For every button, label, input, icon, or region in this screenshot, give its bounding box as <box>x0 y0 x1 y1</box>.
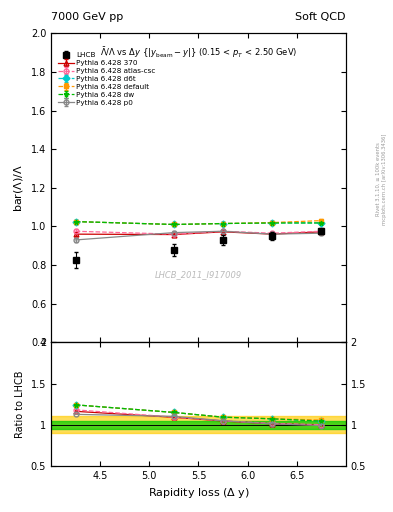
Text: $\bar{\Lambda}/\Lambda$ vs $\Delta y$ {$|y_{\mathrm{beam}}-y|$} (0.15 < $p_T$ < : $\bar{\Lambda}/\Lambda$ vs $\Delta y$ {$… <box>100 46 297 60</box>
Bar <box>51 420 346 429</box>
Text: mcplots.cern.ch [arXiv:1306.3436]: mcplots.cern.ch [arXiv:1306.3436] <box>382 134 387 225</box>
X-axis label: Rapidity loss ($\Delta$ y): Rapidity loss ($\Delta$ y) <box>147 486 250 500</box>
Text: Rivet 3.1.10, ≥ 100k events: Rivet 3.1.10, ≥ 100k events <box>376 142 381 216</box>
Y-axis label: Ratio to LHCB: Ratio to LHCB <box>15 370 25 438</box>
Legend: LHCB, Pythia 6.428 370, Pythia 6.428 atlas-csc, Pythia 6.428 d6t, Pythia 6.428 d: LHCB, Pythia 6.428 370, Pythia 6.428 atl… <box>56 51 157 107</box>
Text: LHCB_2011_I917009: LHCB_2011_I917009 <box>155 270 242 279</box>
Text: Soft QCD: Soft QCD <box>296 11 346 22</box>
Bar <box>51 416 346 433</box>
Text: 7000 GeV pp: 7000 GeV pp <box>51 11 123 22</box>
Y-axis label: bar($\Lambda$)/$\Lambda$: bar($\Lambda$)/$\Lambda$ <box>12 164 25 212</box>
